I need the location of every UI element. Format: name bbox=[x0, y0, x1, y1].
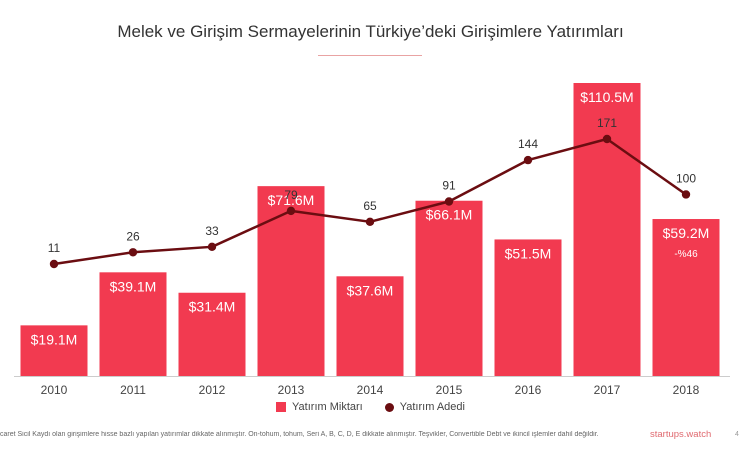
line-point-2011 bbox=[128, 248, 138, 257]
bar-value-label: $51.5M bbox=[505, 245, 552, 261]
bar-2018 bbox=[652, 219, 720, 376]
line-value-label: 100 bbox=[676, 171, 696, 185]
line-point-2014 bbox=[365, 217, 375, 227]
line-value-label: 79 bbox=[284, 188, 298, 202]
x-tick-label: 2014 bbox=[357, 383, 384, 397]
x-tick-label: 2011 bbox=[120, 383, 146, 397]
bar-2016 bbox=[494, 239, 562, 376]
line-point-2016 bbox=[523, 155, 533, 165]
bar-value-label: $110.5M bbox=[580, 89, 633, 105]
bar-2011 bbox=[99, 272, 167, 376]
line-value-label: 144 bbox=[518, 137, 538, 151]
bar-value-label: $19.1M bbox=[31, 331, 78, 347]
x-tick-label: 2010 bbox=[41, 383, 68, 397]
line-point-2010 bbox=[49, 259, 59, 269]
legend-line-label: Yatırım Adedi bbox=[399, 401, 465, 413]
title-underline bbox=[318, 55, 422, 56]
line-value-label: 171 bbox=[597, 116, 617, 130]
legend-bar-label: Yatırım Miktarı bbox=[292, 401, 363, 413]
line-value-label: 11 bbox=[48, 241, 61, 255]
bar-value-label: $71.6M bbox=[268, 192, 315, 208]
x-tick-label: 2018 bbox=[673, 383, 700, 397]
annotation-label: -%46 bbox=[674, 249, 698, 260]
line-point-2015 bbox=[444, 197, 454, 206]
brand-logo-text: startups.watch bbox=[650, 429, 712, 440]
x-tick-label: 2015 bbox=[436, 383, 463, 397]
bar-2014 bbox=[336, 276, 404, 376]
x-tick-label: 2013 bbox=[278, 383, 305, 397]
legend-item-line: Yatırım Adedi bbox=[384, 401, 465, 413]
page-number: 4 bbox=[735, 431, 739, 438]
x-tick-label: 2012 bbox=[199, 383, 226, 397]
bar-2012 bbox=[178, 292, 246, 376]
chart-legend: Yatırım Miktarı Yatırım Adedi bbox=[0, 401, 741, 413]
x-tick-label: 2016 bbox=[515, 383, 542, 397]
line-point-2017 bbox=[602, 134, 612, 144]
bar-value-label: $66.1M bbox=[426, 207, 473, 223]
line-point-2018 bbox=[681, 190, 691, 199]
footnote: caret Sicil Kaydı olan girişimlere hisse… bbox=[0, 431, 599, 438]
bar-2010 bbox=[20, 325, 88, 376]
line-point-2013 bbox=[286, 206, 296, 216]
legend-item-bars: Yatırım Miktarı bbox=[276, 401, 363, 413]
line-point-2012 bbox=[207, 242, 217, 252]
x-tick-label: 2017 bbox=[594, 383, 621, 397]
line-value-label: 65 bbox=[363, 199, 377, 213]
line-value-label: 33 bbox=[205, 224, 219, 238]
bar-2013 bbox=[257, 186, 325, 376]
legend-bar-swatch bbox=[276, 402, 287, 412]
line-value-label: 26 bbox=[126, 229, 140, 243]
chart-title: Melek ve Girişim Sermayelerinin Türkiye’… bbox=[117, 22, 624, 41]
bar-value-label: $39.1M bbox=[110, 278, 157, 294]
bar-2015 bbox=[415, 200, 483, 376]
bar-value-label: $31.4M bbox=[189, 299, 236, 315]
bar-value-label: $59.2M bbox=[663, 225, 710, 241]
bar-2017 bbox=[573, 83, 641, 376]
line-value-label: 91 bbox=[442, 179, 456, 193]
bar-value-label: $37.6M bbox=[347, 282, 394, 298]
legend-line-marker bbox=[384, 402, 394, 412]
